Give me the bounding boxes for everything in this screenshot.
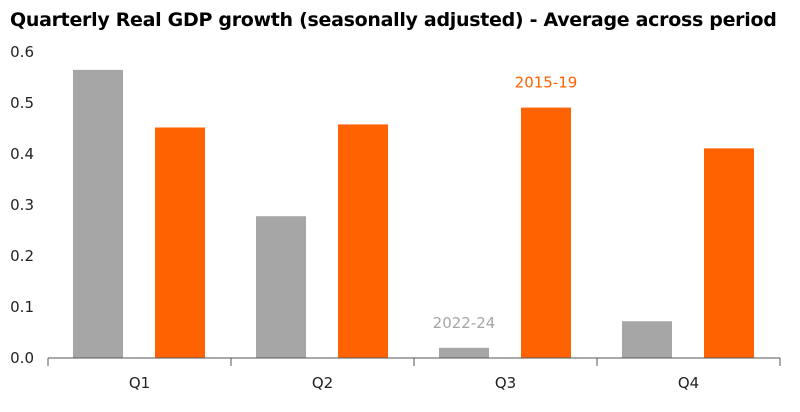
- x-category-label: Q3: [495, 374, 516, 392]
- y-tick-label: 0.4: [10, 145, 34, 163]
- bar-2015-19-q4: [704, 148, 754, 358]
- x-category-label: Q1: [129, 374, 150, 392]
- x-category-label: Q2: [312, 374, 333, 392]
- y-axis: 0.0 0.1 0.2 0.3 0.4 0.5 0.6: [10, 43, 34, 367]
- y-tick-label: 0.5: [10, 94, 34, 112]
- y-tick-label: 0.1: [10, 298, 34, 316]
- bar-2015-19-q2: [338, 124, 388, 358]
- y-tick-label: 0.0: [10, 349, 34, 367]
- series-label-2015-19: 2015-19: [515, 74, 578, 92]
- y-tick-label: 0.6: [10, 43, 34, 61]
- bar-2022-24-q2: [256, 216, 306, 358]
- series-labels: 2022-24 2015-19: [433, 74, 578, 332]
- bar-2022-24-q4: [622, 321, 672, 358]
- bar-2022-24-q3: [439, 347, 489, 358]
- chart-title: Quarterly Real GDP growth (seasonally ad…: [10, 9, 777, 31]
- series-label-2022-24: 2022-24: [433, 314, 496, 332]
- bar-2022-24-q1: [73, 69, 123, 358]
- bar-2015-19-q1: [155, 127, 205, 358]
- bars: [73, 69, 754, 358]
- x-category-label: Q4: [678, 374, 699, 392]
- x-axis: Q1 Q2 Q3 Q4: [47, 357, 781, 392]
- y-tick-label: 0.3: [10, 196, 34, 214]
- bar-2015-19-q3: [521, 107, 571, 358]
- y-tick-label: 0.2: [10, 247, 34, 265]
